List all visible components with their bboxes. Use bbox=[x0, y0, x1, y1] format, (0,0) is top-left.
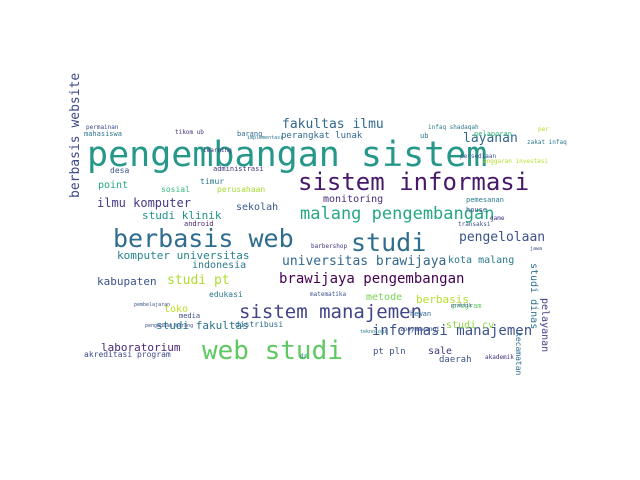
word: transaksi bbox=[458, 221, 491, 228]
word: sosial bbox=[161, 185, 190, 194]
word: studi fakultas bbox=[156, 319, 249, 332]
word: sale bbox=[428, 346, 453, 357]
word: informasi manajemen bbox=[372, 323, 533, 339]
word: persediaan bbox=[460, 153, 497, 160]
word: indonesia bbox=[192, 260, 247, 271]
word: laboratorium bbox=[101, 341, 181, 354]
word: akademik bbox=[485, 354, 514, 361]
word: layanan bbox=[463, 131, 518, 146]
word: pt pln bbox=[373, 347, 406, 357]
word: administrasi bbox=[213, 165, 264, 173]
word: kabupaten bbox=[97, 275, 157, 288]
word: daerah bbox=[439, 355, 472, 365]
word: sistem manajemen bbox=[239, 301, 423, 323]
word: toko bbox=[164, 304, 189, 315]
word: matematika bbox=[310, 291, 347, 298]
word: web studi bbox=[202, 336, 343, 366]
word: mahasiswa bbox=[84, 130, 122, 138]
word: berbasis website bbox=[68, 72, 83, 198]
word: tikom ub bbox=[175, 129, 204, 136]
word: desa bbox=[110, 166, 130, 175]
word: learning bbox=[203, 147, 232, 154]
word: pelaporan bbox=[474, 130, 512, 138]
word: program bbox=[452, 302, 482, 310]
word: teknologi bbox=[360, 329, 388, 335]
word: android bbox=[184, 220, 214, 228]
word: ub bbox=[420, 132, 429, 140]
word: studi bbox=[351, 228, 427, 257]
word: studi cv bbox=[446, 320, 495, 331]
word: game bbox=[490, 215, 505, 222]
word: house bbox=[466, 206, 488, 214]
word: barang bbox=[237, 130, 263, 138]
word: perangkat lunak bbox=[281, 131, 363, 141]
word: point bbox=[98, 180, 129, 191]
word: edukasi bbox=[209, 290, 243, 299]
word: timur bbox=[200, 177, 225, 186]
word: studi klinik bbox=[142, 209, 222, 222]
word: sekolah bbox=[236, 202, 279, 213]
word: per bbox=[538, 126, 549, 133]
word: fakultas ilmu bbox=[282, 117, 384, 132]
word: pengadaan barang bbox=[145, 323, 194, 329]
word: studi pt bbox=[167, 273, 230, 288]
word: implementasi bbox=[247, 135, 284, 141]
word: sistem informasi bbox=[298, 168, 530, 196]
word: malang pengembangan bbox=[300, 204, 495, 224]
word: ilmu komputer bbox=[97, 196, 191, 210]
word: anggaran investasi bbox=[483, 158, 549, 165]
word: dr bbox=[300, 353, 308, 360]
word: berbasis bbox=[416, 293, 469, 306]
word: komputer universitas bbox=[117, 249, 250, 262]
word: pemesanan bbox=[466, 196, 504, 204]
word: monitoring bbox=[323, 194, 384, 205]
word: akreditasi program bbox=[84, 350, 171, 359]
word: pengelolaan bbox=[459, 230, 546, 245]
word: berbasis web bbox=[113, 224, 294, 253]
word: universitas brawijaya bbox=[282, 254, 447, 269]
word: perusahaan bbox=[217, 185, 266, 194]
word: praktik bbox=[451, 303, 473, 309]
word: metode bbox=[366, 292, 403, 303]
word: brawijaya pengembangan bbox=[279, 271, 465, 287]
word: jawa bbox=[530, 246, 543, 252]
word: barbershop bbox=[311, 243, 348, 250]
word: pengembangan sistem bbox=[87, 135, 488, 175]
word: distribusi bbox=[235, 320, 284, 329]
word-cloud: pengembangan sistem sistem informasi ber… bbox=[68, 73, 567, 376]
word: studi dinas bbox=[528, 263, 539, 330]
word: media bbox=[179, 312, 201, 320]
word: kota malang bbox=[448, 255, 515, 266]
word: infaq shadaqah bbox=[428, 124, 479, 131]
word: pelayanan bbox=[539, 298, 550, 353]
word: hewan bbox=[410, 310, 432, 318]
word: kecamatan bbox=[514, 332, 523, 376]
word: pembelajaran bbox=[134, 302, 171, 308]
word: permainan bbox=[86, 124, 119, 131]
word: zonymawangi bbox=[400, 326, 440, 333]
word: zakat infaq bbox=[527, 139, 567, 146]
